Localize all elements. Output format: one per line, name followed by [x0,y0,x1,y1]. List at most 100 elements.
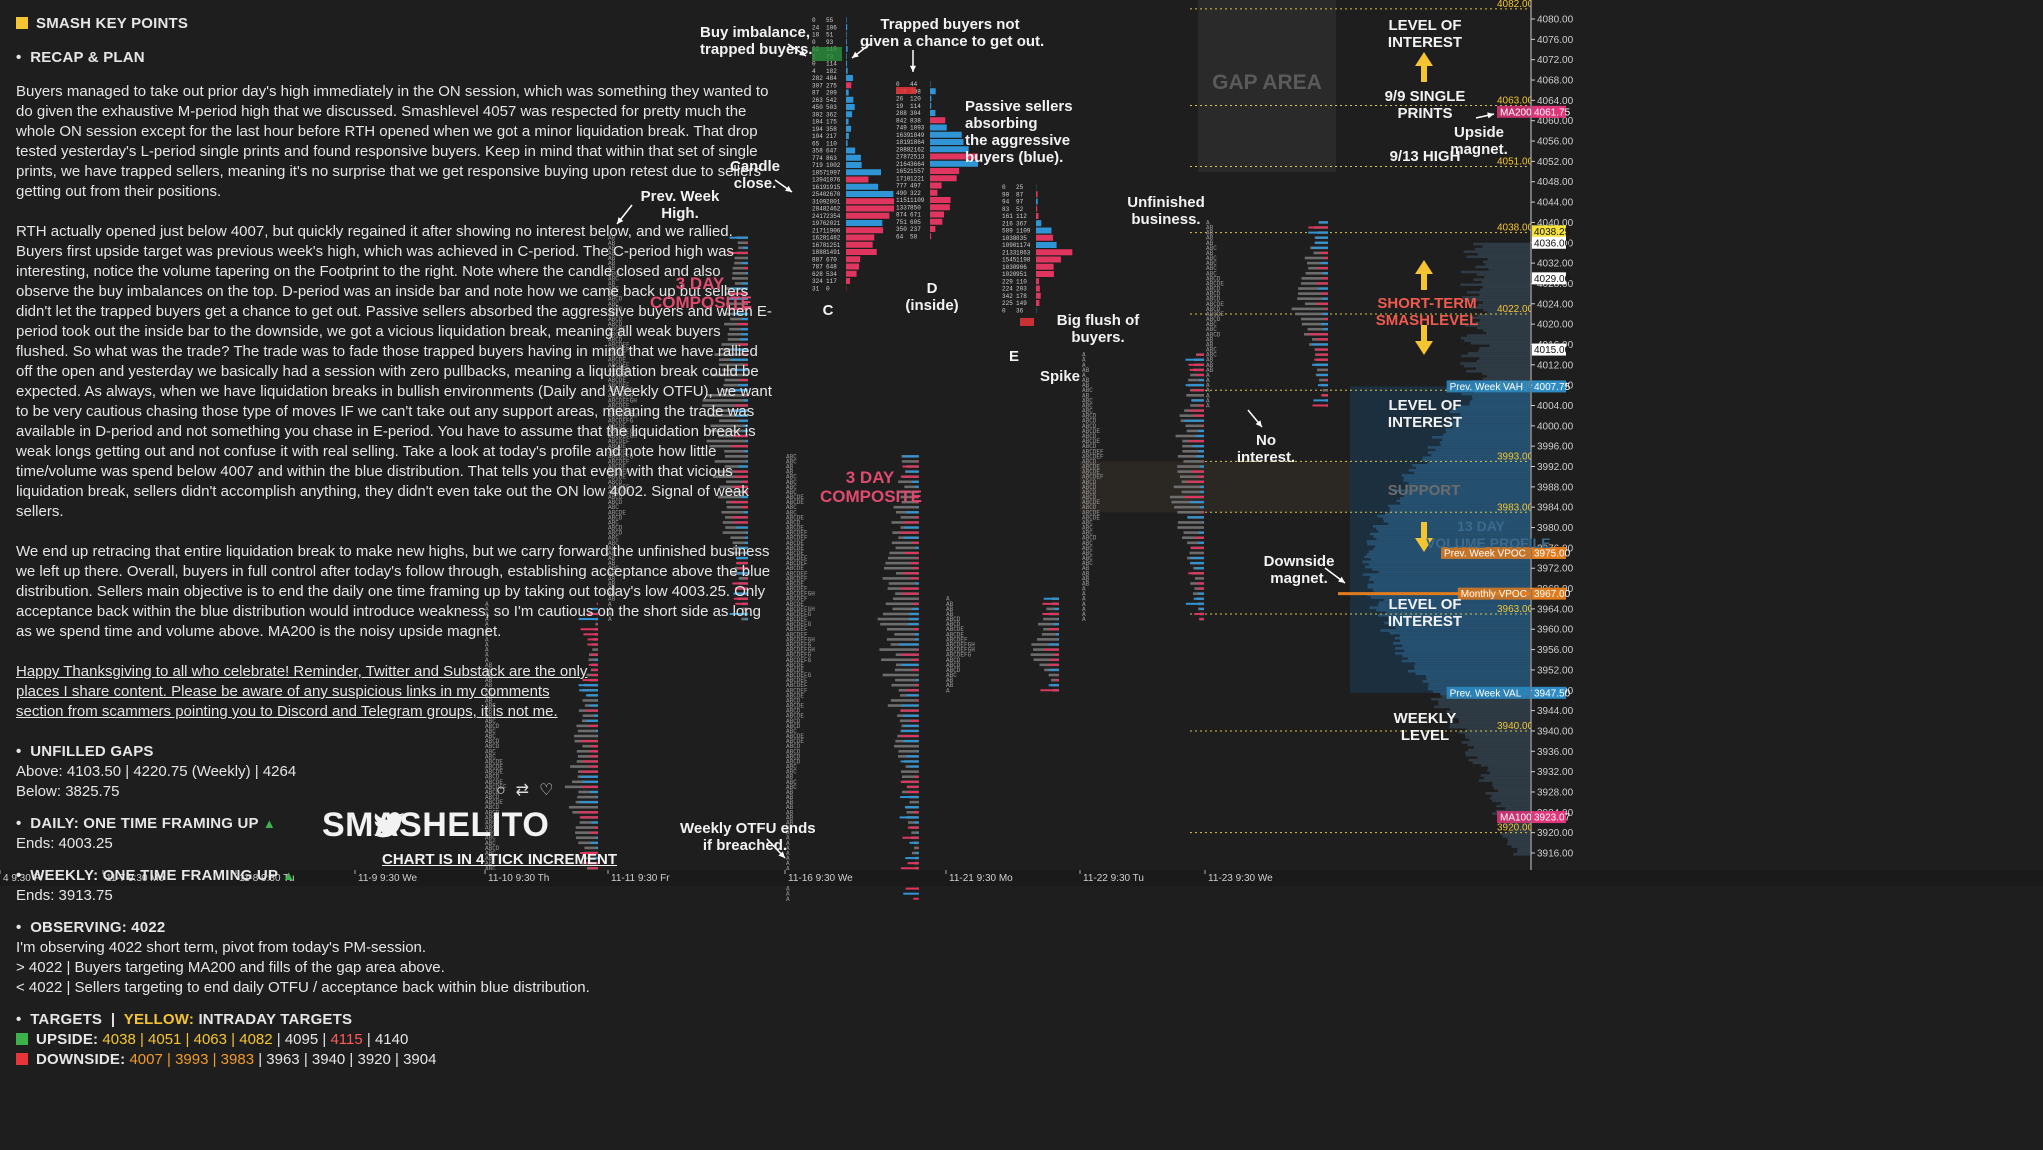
composite-bar [709,444,748,448]
footprint-e-volume-bar [1036,220,1042,227]
retweet-icon[interactable]: ⇄ [515,782,540,799]
upside-white-1: 4095 [284,1031,319,1048]
tpo-row: ABC [786,479,797,486]
volume-profile-bar [1368,578,1530,581]
composite-bar [726,505,748,509]
composite-bar [714,460,748,463]
volume-profile-bar [1467,743,1530,747]
tpo-row: ABCDE [1206,280,1224,287]
footprint-e-volume-bar [1036,198,1038,205]
composite-bar [900,516,919,519]
green-square-icon [16,1033,28,1045]
volume-profile-bar [1505,807,1530,810]
tpo-row: A [608,606,612,613]
tpo-row: ABCDEF [786,687,808,694]
tpo-row: A [786,850,790,857]
tpo-row: ABCDEF [608,367,630,374]
x-tick-label: 11-11 9:30 Fr [611,873,670,884]
upside-row: UPSIDE: 4038 | 4051 | 4063 | 4082 | 4095… [16,1030,776,1050]
composite-bar [711,373,748,377]
tpo-row: A [1082,586,1086,593]
delta-bar [596,602,598,605]
composite-bar [721,510,748,514]
tpo-row: AB [1082,367,1090,374]
volume-profile-bar [1378,530,1530,533]
heart-icon[interactable]: ♡ [539,782,564,799]
composite-bar [734,256,748,260]
x-tick-label: 11-9 9:30 We [358,873,418,884]
delta-bar [741,506,748,509]
tpo-row: A [1206,377,1210,384]
delta-bar [1188,363,1204,366]
unfinished-business-note: Unfinished business. [1127,194,1205,228]
delta-bar [734,470,748,473]
volume-profile-bar [1487,258,1530,261]
composite-bar [900,495,919,499]
tpo-row: ABCDE [786,733,804,740]
tpo-row: ABCD [485,830,500,837]
delta-bar [1188,440,1204,443]
footprint-d-bid: 1151 [896,197,911,204]
tpo-row: ABCDE [786,601,804,608]
composite-bar [577,755,598,758]
composite-bar [1183,531,1204,534]
red-square-icon [16,1053,28,1065]
composite-bar [738,246,748,250]
delta-bar [900,867,919,870]
delta-bar [1319,251,1328,254]
tpo-row: ABCDE [485,779,503,786]
delta-bar [1325,379,1328,382]
footprint-c-ask: 362 [826,111,837,118]
volume-profile-bar [1395,652,1530,655]
tpo-row: ABCD [786,748,801,755]
footprint-d-ask: 2513 [910,154,925,161]
delta-bar [1198,531,1204,534]
composite-bar [1171,500,1204,504]
composite-bar [1185,424,1204,428]
tpo-row: AB [608,570,616,577]
comment-icon[interactable]: ○ [496,782,516,799]
delta-bar [1311,246,1328,249]
footprint-c-volume-bar [846,227,884,234]
observing-heading: OBSERVING: 4022 [30,919,166,936]
footprint-e-bid: 589 [1002,228,1013,235]
footprint-c-ask: 93 [826,39,834,46]
tpo-row: ABC [1082,525,1093,532]
composite-bar [734,261,748,265]
tpo-row: AB [1206,357,1214,364]
tpo-row: A [608,601,612,608]
tpo-row: ABC [786,728,797,735]
volume-profile-bar [1365,565,1530,569]
delta-bar [1195,435,1204,437]
delta-bar [903,724,919,727]
tpo-row: AB [608,255,616,262]
footprint-d-bid: 2088 [896,146,911,153]
composite-bar [908,821,919,824]
volume-profile-bar [1478,349,1530,353]
footprint-e-bid: 0 [1002,307,1006,314]
composite-bar [1048,673,1059,677]
delta-bar [1195,567,1204,570]
footprint-c-ask: 182 [826,68,837,75]
footprint-c-volume-bar [846,53,847,60]
volume-profile-bar [1482,260,1530,264]
footprint-e-bid: 161 [1002,213,1013,220]
composite-bar [718,495,748,499]
volume-profile-bar [1460,362,1530,365]
single-prints-label: 9/9 SINGLE PRINTS [1384,88,1466,122]
volume-profile-bar [1414,664,1530,668]
price-tag-label: 4015.00 [1534,345,1571,356]
footprint-c-bid: 2417 [812,213,827,220]
footprint-c-ask: 51 [826,32,834,39]
tpo-row: ABCDE [1082,464,1100,471]
tpo-row: ABCD [1082,494,1097,501]
footprint-c-bid: 1857 [812,169,827,176]
tpo-row: ABCDEF [1082,448,1104,455]
tpo-row: AB [1082,570,1090,577]
delta-bar [746,373,748,376]
volume-profile-bar [1405,491,1530,495]
footprint-c-bid: 282 [812,75,823,82]
volume-profile-bar [1370,596,1530,599]
tpo-row: ABCDEF [485,784,507,791]
footprint-c-ask: 1482 [826,235,841,242]
